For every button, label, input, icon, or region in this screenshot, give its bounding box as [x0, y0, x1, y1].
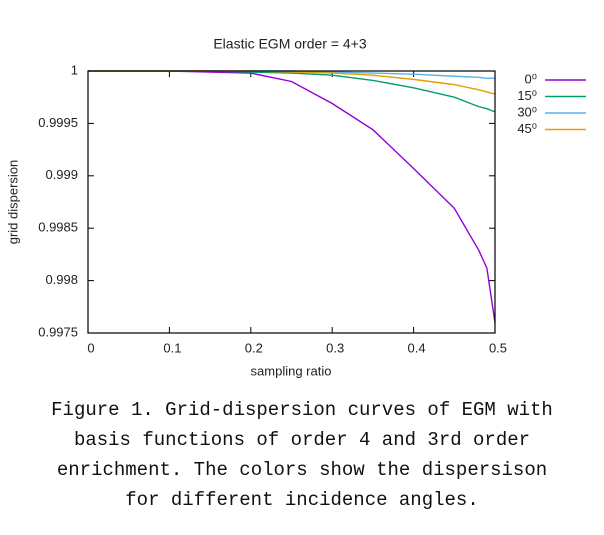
x-tick-label: 0.1: [163, 340, 181, 355]
legend-label: 0⁰: [525, 71, 537, 86]
y-tick-label: 0.999: [45, 167, 78, 182]
caption-line: basis functions of order 4 and 3rd order: [74, 429, 530, 451]
series-line: [88, 70, 496, 95]
x-tick-label: 0.5: [489, 340, 507, 355]
caption-line: for different incidence angles.: [125, 489, 478, 511]
legend-label: 15⁰: [517, 88, 537, 103]
y-tick-label: 0.9985: [38, 220, 78, 235]
x-tick-label: 0.3: [326, 340, 344, 355]
y-tick-label: 1: [71, 62, 78, 77]
x-tick-label: 0: [87, 340, 94, 355]
plot-frame: [87, 70, 496, 334]
legend-label: 30⁰: [517, 104, 537, 119]
x-tick-label: 0.4: [408, 340, 426, 355]
y-axis-label: grid dispersion: [5, 160, 20, 245]
legend-label: 45⁰: [517, 121, 537, 136]
series-line: [88, 70, 496, 113]
caption-line: enrichment. The colors show the dispersi…: [57, 459, 547, 481]
y-tick-label: 0.998: [45, 272, 78, 287]
x-tick-label: 0.2: [245, 340, 263, 355]
series-line: [88, 70, 496, 323]
x-axis-label: sampling ratio: [251, 363, 332, 378]
y-tick-label: 0.9995: [38, 115, 78, 130]
chart-title: Elastic EGM order = 4+3: [213, 36, 367, 52]
y-tick-label: 0.9975: [38, 324, 78, 339]
caption-line: Figure 1. Grid-dispersion curves of EGM …: [51, 399, 553, 421]
